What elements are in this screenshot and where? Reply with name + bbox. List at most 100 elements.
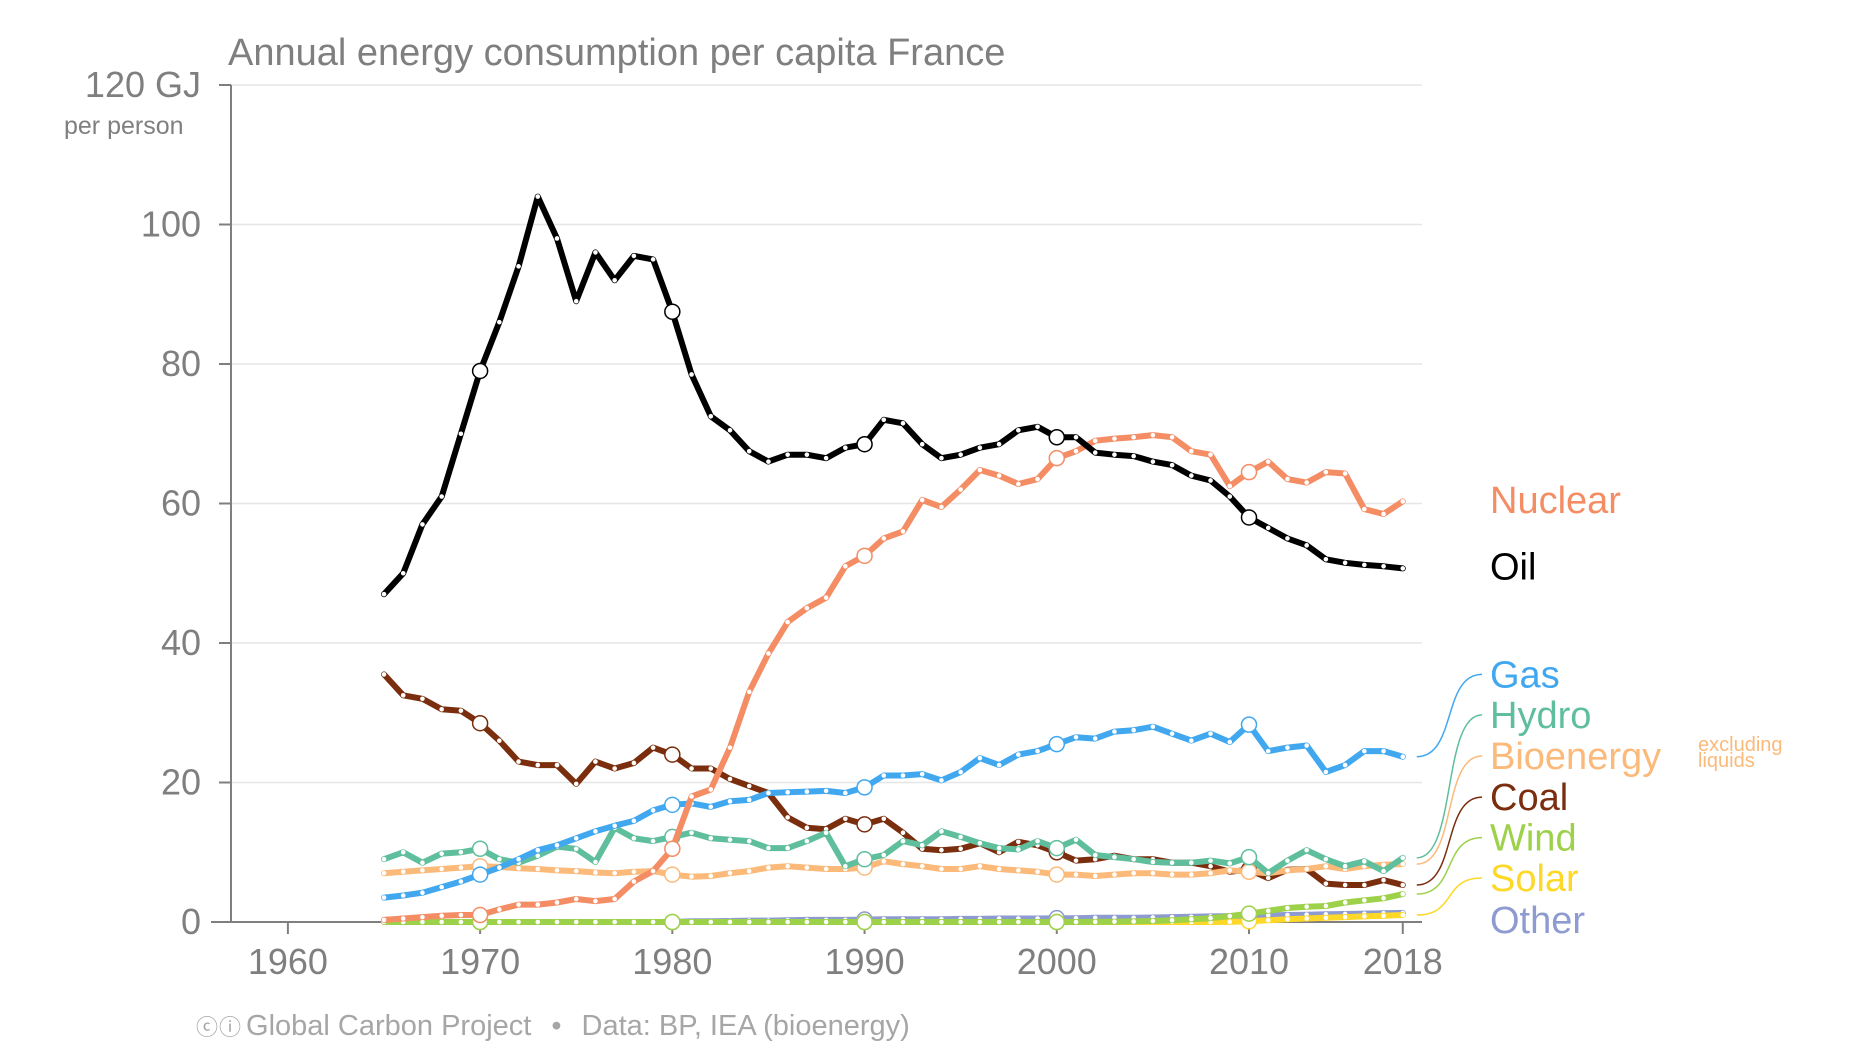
data-point (612, 870, 617, 876)
series-label-gas: Gas (1490, 654, 1560, 696)
data-point (977, 445, 983, 451)
data-point-decade (856, 816, 873, 833)
data-point (535, 902, 541, 907)
data-point (727, 745, 733, 750)
data-point (650, 868, 656, 874)
data-point (1362, 898, 1367, 903)
data-point (823, 595, 829, 600)
data-point (1208, 731, 1213, 736)
data-point (420, 868, 425, 873)
data-point (977, 863, 983, 869)
data-point-decade (856, 435, 873, 453)
data-point (977, 919, 983, 925)
data-point (804, 825, 810, 831)
data-point (977, 840, 983, 846)
data-point (881, 536, 887, 541)
data-point (593, 829, 598, 834)
data-point (900, 773, 906, 778)
label-connector-hydro (1416, 714, 1483, 859)
data-point (785, 789, 790, 795)
data-point (1342, 762, 1348, 768)
data-point (458, 919, 464, 925)
cc-icon: ⓒⓘ (196, 1015, 243, 1040)
data-point-decade (664, 913, 681, 931)
data-point (1323, 881, 1329, 886)
x-axis-ticks: 1960 1970 1980 1990 2000 2010 2018 (248, 922, 1443, 982)
data-point (1362, 562, 1367, 568)
data-point (1227, 739, 1233, 745)
data-point (400, 869, 406, 875)
data-point (804, 452, 810, 457)
data-point (1304, 543, 1309, 548)
data-point (823, 830, 829, 836)
data-point (1150, 859, 1156, 865)
data-point (1208, 863, 1213, 869)
label-connector-bioenergy (1416, 755, 1483, 865)
data-point (843, 563, 848, 569)
data-point (554, 868, 560, 873)
data-source-label: Data: BP, IEA (bioenergy) (581, 1010, 910, 1042)
data-point (400, 893, 406, 898)
data-point (1073, 919, 1079, 925)
data-point (1265, 917, 1271, 923)
data-point (1035, 748, 1040, 754)
data-point (823, 866, 829, 872)
data-point (1304, 916, 1309, 921)
data-point (900, 420, 906, 426)
data-point-decade (1048, 428, 1066, 446)
data-point (919, 842, 925, 848)
data-point (1400, 566, 1406, 571)
data-point (996, 473, 1002, 478)
data-point (1323, 557, 1329, 562)
data-point (900, 919, 906, 925)
data-point (1304, 847, 1309, 853)
data-point (804, 789, 810, 794)
data-point (1112, 729, 1117, 734)
data-point (823, 919, 829, 925)
y-tick-label: 40 (161, 622, 201, 663)
data-point-decade (664, 746, 681, 763)
data-point-decade (1240, 905, 1258, 922)
data-point (1285, 916, 1290, 922)
data-point (823, 455, 829, 461)
data-point (1073, 434, 1079, 440)
data-point (766, 790, 771, 796)
data-point (1016, 752, 1021, 757)
data-point (573, 846, 579, 852)
chart-title: Annual energy consumption per capita Fra… (228, 32, 1006, 74)
series-line-wind (381, 891, 1406, 925)
data-point (766, 459, 771, 464)
data-point (958, 452, 963, 457)
data-point (400, 849, 406, 855)
data-point (1073, 872, 1079, 877)
data-point (1381, 895, 1386, 901)
data-point (1342, 863, 1348, 869)
data-point (1400, 891, 1406, 897)
data-point (996, 441, 1002, 447)
data-point (939, 455, 944, 461)
data-point (1035, 424, 1040, 430)
data-point (939, 847, 944, 853)
data-point (1208, 915, 1213, 921)
data-point (727, 870, 733, 876)
data-point (1016, 868, 1021, 873)
data-point (439, 866, 444, 872)
data-point (1285, 868, 1290, 873)
data-point (1227, 483, 1233, 489)
data-point-decade (471, 866, 489, 883)
data-point (843, 863, 848, 869)
data-point (900, 861, 906, 867)
data-point (708, 787, 714, 792)
data-point (554, 762, 560, 768)
data-point (1362, 748, 1367, 754)
data-point (612, 896, 617, 902)
data-point (823, 788, 829, 794)
data-point (1131, 434, 1136, 440)
series-label-bioenergy: Bioenergy (1490, 736, 1661, 778)
separator-dot: • (551, 1010, 562, 1042)
data-point (650, 838, 656, 844)
label-connector-solar (1416, 877, 1483, 916)
data-point (439, 913, 444, 919)
data-point (1285, 905, 1290, 911)
data-point (881, 852, 887, 858)
